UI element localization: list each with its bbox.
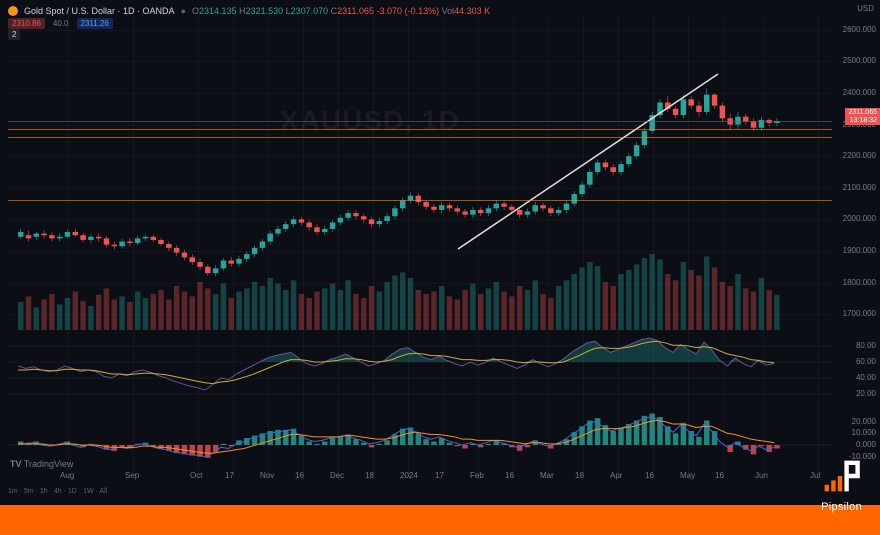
x-axis[interactable]: AugSepOct17Nov16Dec18202417Feb16Mar18Apr… — [8, 471, 832, 483]
badge-ask[interactable]: 2311.26 — [77, 18, 113, 29]
pipsilon-watermark: Pipsilon — [818, 454, 862, 513]
indicator-badges: 2310.86 40.0 2311.26 — [8, 18, 113, 29]
chart-header: Gold Spot / U.S. Dollar · 1D · OANDA ● O… — [8, 4, 830, 18]
pipsilon-icon — [818, 454, 862, 498]
bottom-toolbar[interactable]: 1m · 5m · 1h · 4h · 1D · 1W · All — [8, 488, 107, 495]
tradingview-logo[interactable]: TV TradingView — [10, 459, 73, 469]
price-tag: 2311.065 13:18:32 — [845, 108, 880, 125]
orange-footer — [0, 505, 880, 535]
macd-panel[interactable] — [8, 410, 832, 480]
ohlc: O2314.135 H2321.530 L2307.070 C2311.065 … — [192, 6, 490, 16]
price-y-axis[interactable]: USD 2600.0002500.0002400.0002300.0002200… — [832, 0, 880, 330]
y-unit: USD — [857, 4, 874, 13]
symbol-title[interactable]: Gold Spot / U.S. Dollar · 1D · OANDA — [24, 6, 175, 16]
badge-bid[interactable]: 2310.86 — [8, 18, 45, 29]
price-panel[interactable] — [8, 14, 832, 330]
layout-num[interactable]: 2 — [8, 29, 20, 40]
chart-container: Gold Spot / U.S. Dollar · 1D · OANDA ● O… — [0, 0, 880, 505]
row3: 2 — [8, 30, 20, 39]
bullet: ● — [181, 6, 186, 16]
rsi-panel[interactable] — [8, 330, 832, 410]
rsi-y-axis: 80.0060.0040.0020.00 — [832, 330, 880, 410]
symbol-icon — [8, 6, 18, 16]
badge-spread: 40.0 — [49, 18, 73, 29]
